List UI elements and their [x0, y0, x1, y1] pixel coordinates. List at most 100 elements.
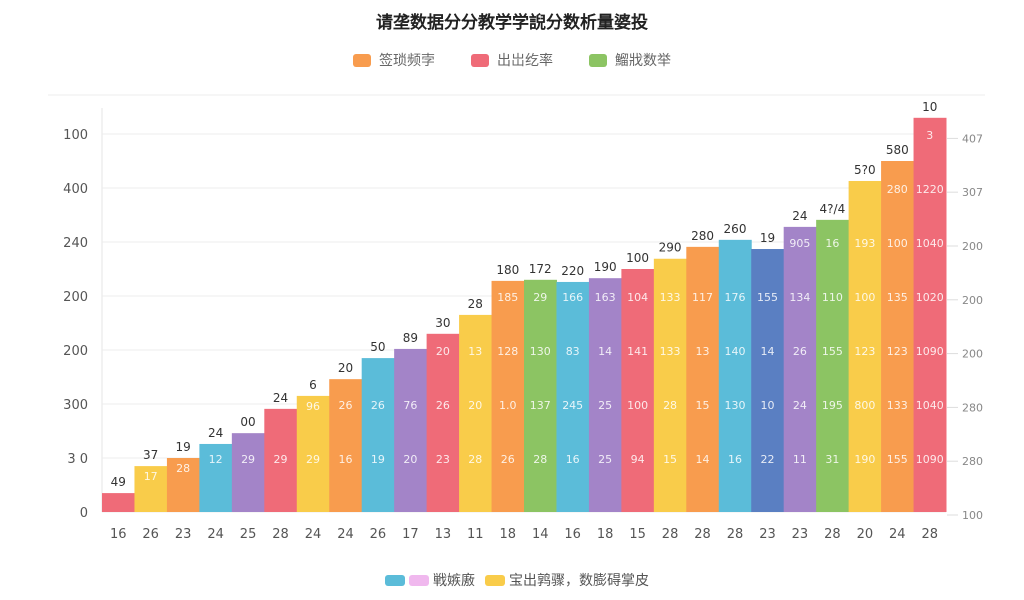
bar-inner-label: 137 [530, 399, 551, 412]
bar-inner-label: 110 [822, 291, 843, 304]
bar-inner-label: 14 [598, 345, 612, 358]
bar-inner-label: 22 [760, 453, 774, 466]
x-tick-label: 18 [499, 527, 516, 542]
bar-top-label: 00 [240, 415, 255, 429]
bar-top-label: 49 [111, 475, 126, 489]
bar-inner-label: 96 [306, 400, 320, 413]
bar-top-label: 172 [529, 262, 552, 276]
bar-top-label: 50 [370, 340, 385, 354]
bar [588, 278, 622, 512]
right-tick-label: 200 [962, 348, 983, 361]
x-tick-label: 25 [240, 527, 257, 542]
x-tick-label: 24 [305, 527, 322, 542]
bar [816, 219, 850, 513]
x-tick-label: 26 [142, 527, 159, 542]
bar [881, 161, 915, 512]
x-tick-label: 24 [207, 527, 224, 542]
bar-inner-label: 23 [436, 453, 450, 466]
bar [686, 246, 720, 513]
bar [166, 458, 200, 512]
y-tick-label: 200 [63, 344, 88, 359]
legend-item: 出岀纥率 [471, 50, 553, 70]
bar-inner-label: 13 [468, 345, 482, 358]
bar-top-label: 580 [886, 143, 909, 157]
bar-inner-label: 14 [696, 453, 710, 466]
bar [134, 466, 168, 512]
bar-inner-label: 133 [887, 399, 908, 412]
bar-top-label: 19 [176, 440, 191, 454]
x-tick-label: 11 [467, 527, 484, 542]
bar-inner-label: 135 [887, 291, 908, 304]
legend-item: 鰡戕数举 [589, 50, 671, 70]
right-tick-label: 407 [962, 132, 983, 145]
bar-inner-label: 3 [926, 129, 933, 142]
bar-inner-label: 245 [562, 399, 583, 412]
right-tick-label: 200 [962, 240, 983, 253]
y-tick-label: 240 [63, 236, 88, 251]
x-tick-label: 24 [337, 527, 354, 542]
bar-inner-label: 13 [696, 345, 710, 358]
legend-swatch [589, 53, 607, 67]
bar-inner-label: 141 [627, 345, 648, 358]
x-tick-label: 28 [694, 527, 711, 542]
legend-swatch [409, 574, 429, 586]
legend-bottom: 戦嫉廒 宝出鹑骤，数膨碍掌皮 [385, 570, 649, 590]
x-tick-label: 28 [662, 527, 679, 542]
x-tick-label: 28 [824, 527, 841, 542]
bar-inner-label: 26 [793, 345, 807, 358]
bar-top-label: 100 [626, 251, 649, 265]
bar [751, 249, 785, 512]
legend-top: 签琐频孛 出岀纥率 鰡戕数举 [0, 50, 1024, 70]
bar-inner-label: 25 [598, 399, 612, 412]
bar-inner-label: 29 [306, 453, 320, 466]
bar-top-label: 180 [496, 263, 519, 277]
bar-inner-label: 15 [663, 453, 677, 466]
bar-inner-label: 20 [468, 399, 482, 412]
right-tick-label: 280 [962, 401, 983, 414]
y-tick-label: 200 [63, 290, 88, 305]
bar-inner-label: 17 [144, 470, 158, 483]
bar-inner-label: 100 [627, 399, 648, 412]
bar-inner-label: 28 [663, 399, 677, 412]
bar-inner-label: 29 [533, 291, 547, 304]
legend-swatch [385, 574, 405, 586]
x-tick-label: 23 [759, 527, 776, 542]
bar-inner-label: 26 [501, 453, 515, 466]
bar-inner-label: 1090 [916, 345, 944, 358]
bar-inner-label: 15 [696, 399, 710, 412]
bar-inner-label: 19 [371, 453, 385, 466]
bar-inner-label: 140 [725, 345, 746, 358]
legend-label: 签琐频孛 [379, 53, 435, 69]
bar-inner-label: 193 [854, 237, 875, 250]
bar-inner-label: 104 [627, 291, 648, 304]
x-tick-label: 28 [921, 527, 938, 542]
y-tick-label: 0 [80, 506, 88, 521]
bar-inner-label: 123 [854, 345, 875, 358]
bar [783, 226, 817, 512]
bar-inner-label: 28 [176, 462, 190, 475]
bar [361, 358, 395, 512]
x-tick-label: 26 [370, 527, 387, 542]
bar [264, 408, 298, 512]
x-tick-label: 13 [435, 527, 452, 542]
bar-inner-label: 133 [660, 345, 681, 358]
bar [231, 433, 265, 512]
bar-inner-label: 26 [371, 399, 385, 412]
bar-inner-label: 185 [497, 291, 518, 304]
bar [848, 180, 882, 513]
x-tick-label: 17 [402, 527, 419, 542]
bar-inner-label: 133 [660, 291, 681, 304]
bar-inner-label: 29 [241, 453, 255, 466]
bar [556, 281, 590, 512]
bar-top-label: 24 [208, 426, 223, 440]
legend-swatch [471, 53, 489, 67]
legend-swatch [485, 574, 505, 586]
x-tick-label: 23 [792, 527, 809, 542]
bar-inner-label: 24 [793, 399, 807, 412]
bar-inner-label: 195 [822, 399, 843, 412]
bar-inner-label: 26 [436, 399, 450, 412]
x-tick-label: 14 [532, 527, 549, 542]
y-tick-label: 400 [63, 182, 88, 197]
bar-inner-label: 20 [436, 345, 450, 358]
bar [459, 314, 493, 512]
